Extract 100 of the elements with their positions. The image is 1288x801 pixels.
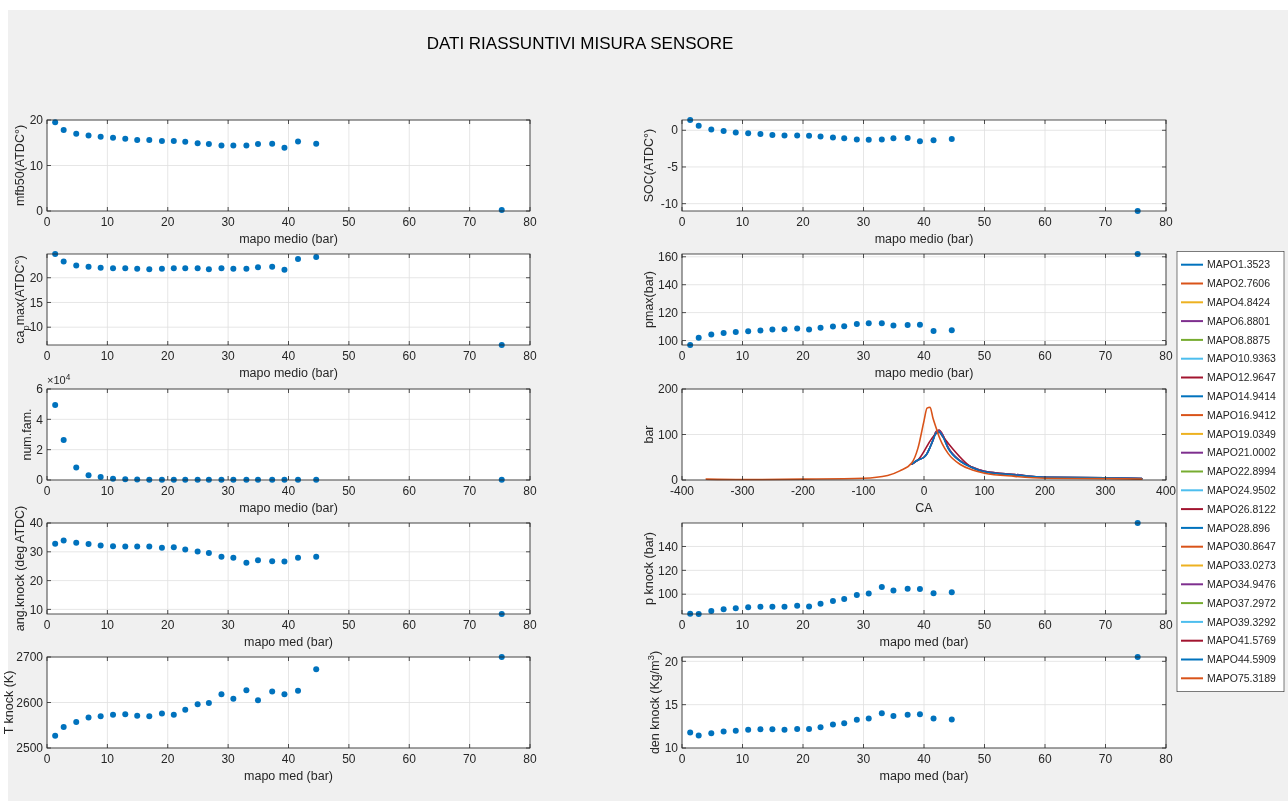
x-tick-label: 20 (161, 752, 175, 766)
x-tick-label: 80 (1159, 752, 1173, 766)
x-tick-label: 60 (402, 349, 417, 363)
y-tick-label: 10 (29, 602, 44, 617)
x-tick-label: 200 (1034, 484, 1056, 498)
x-tick-label: -400 (669, 484, 695, 498)
x-axis-title: mapo medio (bar) (239, 232, 338, 246)
y-tick-label: 100 (657, 587, 679, 602)
y-tick-label: 0 (36, 473, 44, 488)
y-axis-title: mfb50(ATDC°) (13, 124, 28, 207)
y-tick-label: 140 (657, 539, 679, 554)
legend-label: MAPO14.9414 (1207, 389, 1277, 402)
x-tick-label: 10 (735, 215, 750, 229)
x-axis-title: mapo medio (bar) (239, 501, 338, 515)
legend-label: MAPO8.8875 (1207, 333, 1271, 346)
legend-label: MAPO33.0273 (1207, 559, 1277, 572)
x-tick-label: 70 (462, 215, 477, 229)
legend-label: MAPO30.8647 (1207, 540, 1277, 553)
y-tick-label: 20 (29, 113, 44, 128)
x-tick-label: 80 (523, 215, 537, 229)
x-tick-label: 10 (100, 618, 115, 632)
legend-label: MAPO2.7606 (1207, 277, 1271, 290)
legend-label: MAPO24.9502 (1207, 483, 1277, 496)
x-tick-label: 70 (462, 752, 477, 766)
x-tick-label: 400 (1155, 484, 1177, 498)
x-tick-label: 10 (735, 349, 750, 363)
x-axis-title: mapo med (bar) (244, 769, 333, 783)
y-tick-label: -5 (667, 160, 679, 175)
x-tick-label: 80 (1159, 349, 1173, 363)
y-tick-label: 120 (657, 305, 679, 320)
y-tick-label: 100 (657, 333, 679, 348)
x-tick-label: 50 (977, 215, 992, 229)
x-tick-label: 10 (100, 215, 115, 229)
x-tick-label: 30 (221, 752, 236, 766)
x-axis-title: mapo medio (bar) (874, 232, 974, 246)
x-tick-label: 40 (281, 484, 296, 498)
x-tick-label: 50 (342, 752, 356, 766)
y-tick-label: 120 (657, 563, 679, 578)
x-tick-label: 40 (917, 349, 931, 363)
legend-label: MAPO37.2972 (1207, 596, 1277, 609)
y-axis-title: p knock (bar) (642, 532, 657, 605)
x-tick-label: 50 (977, 752, 992, 766)
text: DATI RIASSUNTIVI MISURA SENSORE (426, 34, 734, 53)
y-tick-label: 20 (29, 573, 44, 588)
x-tick-label: 30 (221, 484, 236, 498)
y-tick-label: 200 (657, 382, 679, 397)
x-tick-label: 20 (796, 752, 810, 766)
x-axis-title: mapo medio (bar) (239, 366, 338, 380)
x-tick-label: 30 (856, 215, 871, 229)
x-tick-label: 10 (735, 752, 750, 766)
x-tick-label: 40 (281, 215, 296, 229)
x-tick-label: -200 (790, 484, 816, 498)
y-axis-title: T knock (K) (2, 670, 16, 735)
x-tick-label: 70 (462, 618, 477, 632)
legend-label: MAPO12.9647 (1207, 371, 1277, 384)
x-axis-title: mapo med (bar) (244, 635, 333, 649)
x-tick-label: 60 (402, 618, 417, 632)
y-tick-label: 0 (671, 123, 679, 138)
y-axis-title: bar (642, 425, 657, 444)
x-tick-label: 60 (1038, 215, 1052, 229)
y-tick-label: 10 (29, 320, 44, 335)
x-tick-label: 50 (342, 484, 356, 498)
x-tick-label: 30 (856, 752, 871, 766)
y-tick-label: 30 (29, 545, 44, 559)
y-tick-label: 15 (29, 295, 44, 310)
legend-label: MAPO1.3523 (1207, 258, 1271, 271)
x-tick-label: 40 (281, 618, 296, 632)
x-tick-label: 60 (402, 484, 417, 498)
x-tick-label: 50 (342, 349, 356, 363)
x-tick-label: 80 (1159, 618, 1173, 632)
x-tick-label: 30 (221, 215, 236, 229)
text: ×10$^{4}$ (47, 372, 71, 386)
x-tick-label: 50 (977, 618, 992, 632)
x-tick-label: -300 (730, 484, 755, 498)
legend-label: MAPO4.8424 (1207, 295, 1271, 308)
y-tick-label: 160 (657, 249, 679, 264)
x-tick-label: 40 (917, 618, 931, 632)
legend-label: MAPO26.8122 (1207, 502, 1277, 515)
y-tick-label: 100 (657, 427, 679, 442)
y-axis-title: pmax(bar) (642, 271, 657, 328)
x-tick-label: 80 (523, 349, 537, 363)
x-axis-title: CA (915, 501, 934, 515)
legend-label: MAPO16.9412 (1207, 408, 1277, 421)
x-tick-label: 0 (920, 484, 928, 498)
y-tick-label: -10 (660, 196, 679, 211)
x-axis-title: mapo medio (bar) (874, 366, 974, 380)
legend-label: MAPO10.9363 (1207, 352, 1277, 365)
y-tick-label: 2700 (16, 650, 44, 665)
y-tick-label: 15 (664, 697, 679, 712)
x-tick-label: 300 (1095, 484, 1116, 498)
y-tick-label: 20 (29, 270, 44, 285)
legend-label: MAPO28.896 (1207, 521, 1271, 534)
x-tick-label: 30 (221, 618, 236, 632)
y-tick-label: 10 (29, 158, 44, 173)
x-axis-title: mapo med (bar) (879, 635, 969, 649)
y-axis-title: SOC(ATDC°) (642, 128, 657, 203)
legend-label: MAPO22.8994 (1207, 465, 1277, 478)
x-tick-label: 70 (1098, 752, 1113, 766)
x-tick-label: 40 (917, 215, 931, 229)
x-tick-label: 30 (221, 349, 236, 363)
